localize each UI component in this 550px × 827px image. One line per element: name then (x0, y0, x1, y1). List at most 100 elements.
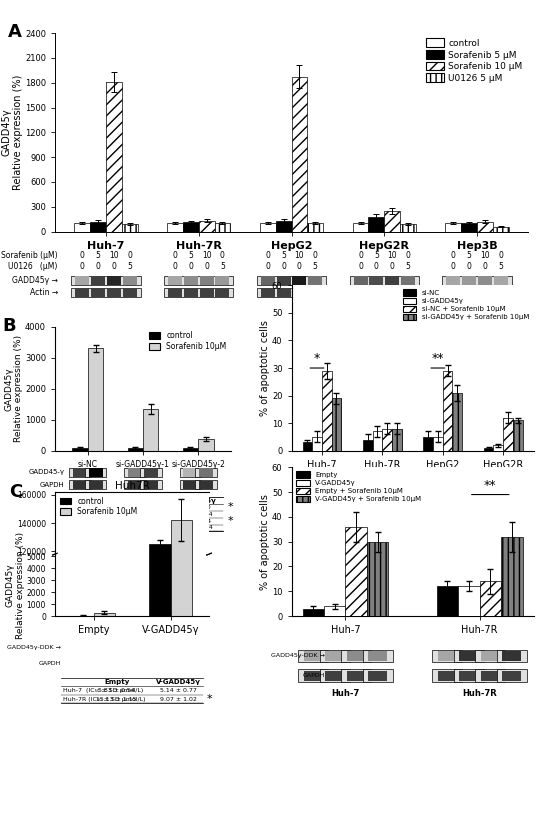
Text: 15.90 ± 0.41: 15.90 ± 0.41 (106, 512, 147, 517)
Bar (481, 671, 500, 681)
Bar (184, 276, 198, 284)
Bar (341, 670, 371, 681)
Bar (368, 217, 384, 232)
Bar (432, 670, 463, 681)
Text: 0: 0 (80, 251, 85, 260)
Text: 10: 10 (480, 251, 490, 260)
Bar (144, 468, 158, 476)
Bar (74, 223, 90, 232)
Bar (462, 289, 476, 297)
Bar (276, 221, 292, 232)
Bar (454, 670, 484, 681)
Text: 0: 0 (358, 262, 363, 270)
Bar (513, 420, 522, 451)
Y-axis label: % of apoptotic cells: % of apoptotic cells (261, 320, 271, 416)
Bar (302, 442, 312, 451)
Bar (325, 671, 344, 681)
Text: 0: 0 (96, 262, 101, 270)
Bar (322, 370, 332, 451)
Bar (446, 289, 460, 297)
Text: *: * (207, 694, 212, 704)
Bar (199, 468, 213, 476)
Bar (332, 399, 341, 451)
Text: B: B (2, 317, 16, 335)
Title: Huh7R: Huh7R (114, 481, 150, 491)
Bar (73, 468, 87, 476)
Bar (493, 276, 508, 284)
Text: *: * (227, 516, 233, 526)
Text: Huh-7R: Huh-7R (462, 689, 497, 697)
Bar (170, 0, 192, 616)
Text: 0: 0 (374, 262, 379, 270)
Text: *: * (314, 352, 320, 366)
Bar (260, 223, 276, 232)
Bar (94, 613, 115, 616)
Text: GADD45-γ: GADD45-γ (29, 470, 65, 476)
Text: 0: 0 (313, 251, 317, 260)
Bar (75, 276, 90, 284)
Text: 12.07 ± 0.94: 12.07 ± 0.94 (172, 525, 213, 530)
Bar (304, 671, 323, 681)
Text: 15.87 ± 0.14: 15.87 ± 0.14 (172, 512, 213, 517)
Bar (438, 671, 457, 681)
Bar (106, 82, 122, 232)
Bar (107, 289, 121, 297)
Legend: control, Sorafenib 10μM: control, Sorafenib 10μM (148, 331, 227, 351)
Text: 0: 0 (451, 262, 456, 270)
Text: 0: 0 (112, 262, 117, 270)
Bar (257, 276, 326, 285)
Text: C: C (9, 483, 22, 501)
Text: 0: 0 (358, 251, 363, 260)
Legend: control, Sorafenib 5 μM, Sorafenib 10 μM, U0126 5 μM: control, Sorafenib 5 μM, Sorafenib 10 μM… (425, 37, 524, 84)
Bar (503, 418, 513, 451)
Bar (107, 276, 121, 284)
Text: HepG2R (IC50 ± SD μmol/L): HepG2R (IC50 ± SD μmol/L) (64, 525, 152, 530)
Bar (164, 276, 233, 285)
Bar (392, 428, 402, 451)
Text: **: ** (432, 352, 444, 366)
Bar (292, 77, 307, 232)
Bar (200, 276, 214, 284)
Bar (480, 581, 501, 616)
Bar (385, 276, 399, 284)
Bar (195, 480, 217, 489)
Text: 9.07 ± 1.02: 9.07 ± 1.02 (160, 696, 197, 701)
Bar (124, 468, 146, 476)
Bar (307, 223, 323, 232)
Bar (362, 670, 393, 681)
Text: si-NC: si-NC (116, 498, 137, 504)
Text: GAPDH: GAPDH (39, 662, 61, 667)
Bar (400, 224, 416, 232)
Bar (85, 468, 106, 476)
Bar (69, 480, 91, 489)
Legend: si-NC, si-GADD45γ, si-NC + Sorafenib 10μM, si-GADD45γ + Sorafenib 10μM: si-NC, si-GADD45γ, si-NC + Sorafenib 10μ… (402, 289, 530, 321)
Text: 0: 0 (482, 262, 487, 270)
Bar (304, 651, 323, 661)
Bar (477, 222, 493, 232)
Text: 0: 0 (405, 251, 410, 260)
Bar (354, 276, 368, 284)
Bar (72, 289, 141, 298)
Bar (350, 289, 419, 298)
Text: 5: 5 (189, 251, 193, 260)
Bar (502, 671, 521, 681)
Bar (320, 650, 350, 662)
Bar (292, 276, 306, 284)
Text: 0: 0 (281, 262, 286, 270)
Bar (363, 440, 372, 451)
Text: Huh-7 (IC50 ± SD μmol/L): Huh-7 (IC50 ± SD μmol/L) (64, 505, 145, 510)
Bar (128, 468, 142, 476)
Bar (497, 670, 527, 681)
Bar (308, 289, 322, 297)
Bar (354, 289, 368, 297)
Bar (308, 276, 322, 284)
Bar (298, 670, 328, 681)
Bar (198, 439, 213, 451)
Text: 8.55 ± 0.40: 8.55 ± 0.40 (174, 505, 211, 510)
Bar (168, 276, 182, 284)
Text: GADD45γ-DDK →: GADD45γ-DDK → (7, 644, 61, 650)
Bar (478, 276, 492, 284)
Bar (128, 447, 143, 451)
Bar (497, 650, 527, 662)
Text: Empty: Empty (104, 679, 129, 686)
